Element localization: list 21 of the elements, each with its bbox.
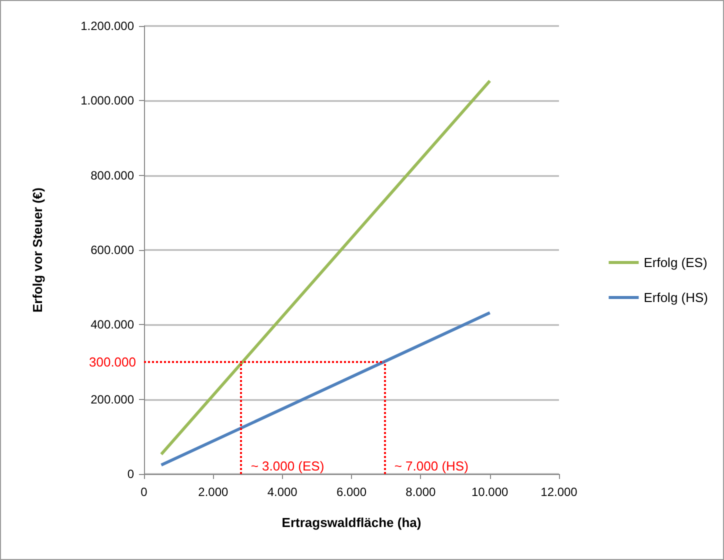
ref-line-label: ~ 7.000 (HS) — [394, 458, 468, 474]
ref-line-label: 300.000 — [89, 354, 136, 370]
y-tick-label: 200.000 — [90, 392, 134, 406]
x-axis-title: Ertragswaldfläche (ha) — [282, 515, 422, 530]
legend-label: Erfolg (HS) — [644, 290, 708, 305]
y-axis-title: Erfolg vor Steuer (€) — [30, 188, 45, 312]
x-tick-label: 10.000 — [471, 485, 509, 499]
x-tick-label: 0 — [140, 485, 148, 499]
y-tick-label: 600.000 — [90, 243, 134, 257]
ref-line-label: ~ 3.000 (ES) — [250, 458, 324, 474]
y-tick-label: 400.000 — [90, 318, 134, 332]
y-tick-label: 800.000 — [90, 168, 134, 182]
x-tick-label: 4.000 — [267, 485, 298, 499]
legend-label: Erfolg (ES) — [644, 255, 708, 270]
x-tick-label: 8.000 — [406, 485, 436, 499]
y-tick-label: 0 — [127, 467, 134, 481]
y-tick-label: 1.200.000 — [80, 19, 134, 33]
x-tick-label: 12.000 — [540, 485, 578, 499]
y-tick-label: 1.000.000 — [80, 94, 134, 108]
x-tick-label: 2.000 — [198, 485, 229, 499]
x-tick-label: 6.000 — [336, 485, 367, 499]
